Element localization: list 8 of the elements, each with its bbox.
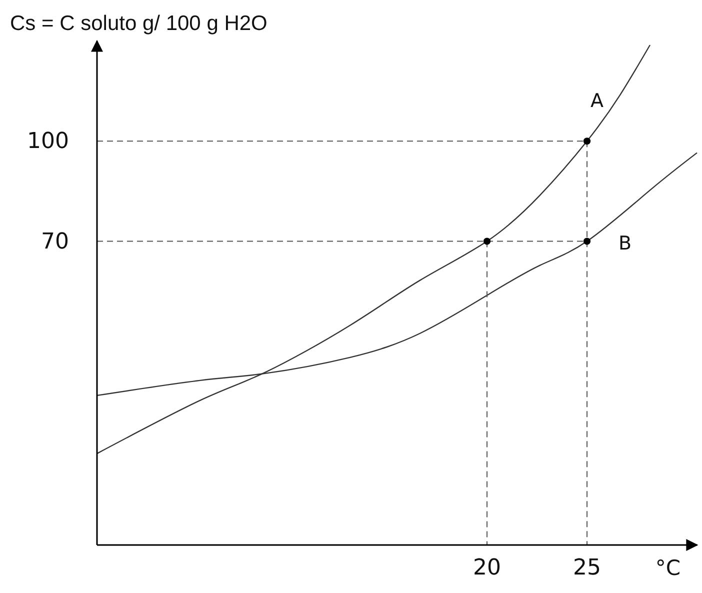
- y-axis-title: Cs = C soluto g/ 100 g H2O: [10, 12, 268, 35]
- series-label: B: [618, 232, 632, 254]
- y-tick-label: 100: [27, 129, 69, 154]
- series-label: A: [590, 90, 604, 112]
- y-tick-label: 70: [41, 229, 69, 254]
- x-tick-label: 25: [573, 556, 601, 581]
- x-tick-label: 20: [473, 556, 501, 581]
- x-axis-title: °C: [655, 556, 681, 580]
